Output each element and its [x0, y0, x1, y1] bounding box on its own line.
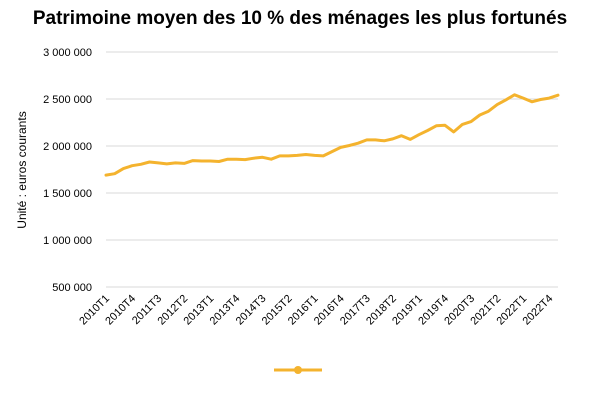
x-axis: 2010T12010T42011T32012T22013T12013T42014… — [77, 293, 555, 328]
series-layer — [104, 93, 560, 177]
y-tick-label: 2 500 000 — [43, 94, 92, 106]
series-line — [104, 93, 560, 177]
y-tick-label: 500 000 — [52, 282, 92, 294]
y-tick-label: 3 000 000 — [43, 47, 92, 59]
y-axis: 500 000 1 000 000 1 500 000 2 000 000 2 500 … — [43, 47, 92, 294]
y-tick-label: 1 500 000 — [43, 188, 92, 200]
y-tick-label: 1 000 000 — [43, 235, 92, 247]
chart-title: Patrimoine moyen des 10 % des ménages le… — [32, 8, 568, 29]
gridlines — [106, 51, 558, 288]
y-tick-label: 2 000 000 — [43, 141, 92, 153]
legend — [274, 366, 322, 374]
y-axis-label: Unité : euros courants — [15, 111, 29, 228]
legend-marker — [294, 366, 302, 374]
